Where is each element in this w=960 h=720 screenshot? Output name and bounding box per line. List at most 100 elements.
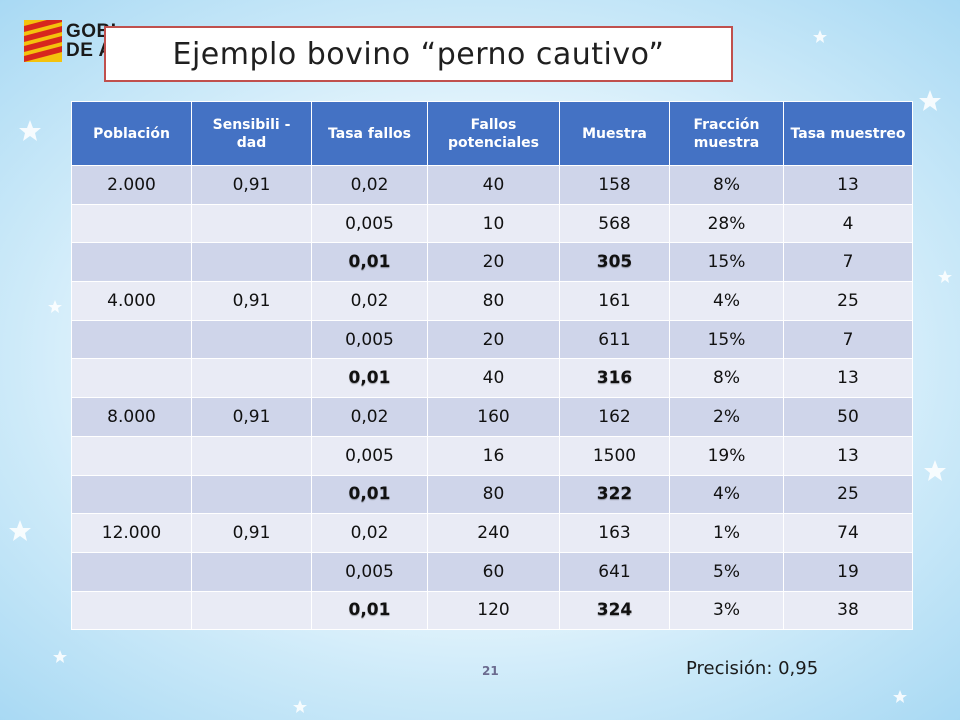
cell-tasa-muestreo: 4 <box>783 203 913 244</box>
cell-muestra: 161 <box>559 281 670 321</box>
cell-tasa-muestreo: 13 <box>783 435 913 476</box>
cell-fraccion: 5% <box>669 551 784 592</box>
cell-fallos: 120 <box>427 590 560 631</box>
cell-muestra: 162 <box>559 397 670 437</box>
table-row: 0,005 16 1500 19% 13 <box>71 435 913 476</box>
cell-tasa-muestreo: 13 <box>783 358 913 399</box>
cell-sensibilidad <box>191 203 312 244</box>
cell-tasa-muestreo: 19 <box>783 551 913 592</box>
table-row: 0,01 40 316 8% 13 <box>71 358 913 399</box>
cell-poblacion <box>71 358 192 399</box>
aragon-flag-icon <box>24 20 62 62</box>
star-icon <box>924 460 946 481</box>
column-header: Tasa fallos <box>311 101 428 166</box>
star-icon <box>893 690 907 703</box>
table-row: 0,005 20 611 15% 7 <box>71 319 913 360</box>
cell-tasa-muestreo: 7 <box>783 319 913 360</box>
table-row: 0,005 60 641 5% 19 <box>71 551 913 592</box>
cell-muestra: 316 <box>559 358 670 399</box>
star-icon <box>19 120 41 141</box>
cell-tasa-fallos: 0,005 <box>311 203 428 244</box>
cell-muestra: 568 <box>559 203 670 244</box>
cell-sensibilidad <box>191 474 312 515</box>
cell-fraccion: 2% <box>669 397 784 437</box>
cell-fallos: 240 <box>427 513 560 553</box>
table-row: 4.000 0,91 0,02 80 161 4% 25 <box>71 281 913 321</box>
cell-muestra: 641 <box>559 551 670 592</box>
star-icon <box>48 300 62 313</box>
title-box: Ejemplo bovino “perno cautivo” <box>104 26 733 82</box>
cell-poblacion: 12.000 <box>71 513 192 553</box>
cell-sensibilidad: 0,91 <box>191 513 312 553</box>
cell-tasa-fallos: 0,01 <box>311 358 428 399</box>
star-icon <box>938 270 952 283</box>
star-icon <box>919 90 941 111</box>
table-row: 0,01 20 305 15% 7 <box>71 242 913 283</box>
column-header: Sensibili - dad <box>191 101 312 166</box>
cell-fallos: 40 <box>427 358 560 399</box>
cell-poblacion <box>71 242 192 283</box>
cell-tasa-muestreo: 50 <box>783 397 913 437</box>
star-icon <box>53 650 67 663</box>
cell-fallos: 160 <box>427 397 560 437</box>
cell-tasa-muestreo: 13 <box>783 165 913 205</box>
government-logo: GOBI DE A <box>24 20 134 66</box>
cell-tasa-fallos: 0,005 <box>311 319 428 360</box>
cell-fallos: 40 <box>427 165 560 205</box>
cell-tasa-fallos: 0,005 <box>311 551 428 592</box>
cell-poblacion <box>71 435 192 476</box>
cell-fallos: 20 <box>427 242 560 283</box>
table-row: 0,01 80 322 4% 25 <box>71 474 913 515</box>
cell-fallos: 80 <box>427 281 560 321</box>
cell-fallos: 10 <box>427 203 560 244</box>
cell-sensibilidad <box>191 242 312 283</box>
cell-fraccion: 1% <box>669 513 784 553</box>
cell-fraccion: 3% <box>669 590 784 631</box>
sampling-table: Población Sensibili - dad Tasa fallos Fallo… <box>71 101 913 631</box>
column-header: Fallos potenciales <box>427 101 560 166</box>
cell-poblacion <box>71 551 192 592</box>
table-row: 0,005 10 568 28% 4 <box>71 203 913 244</box>
cell-sensibilidad: 0,91 <box>191 397 312 437</box>
cell-tasa-fallos: 0,01 <box>311 474 428 515</box>
cell-fraccion: 8% <box>669 358 784 399</box>
cell-fraccion: 15% <box>669 319 784 360</box>
table-row: 12.000 0,91 0,02 240 163 1% 74 <box>71 513 913 553</box>
logo-line-1: GOBI <box>66 21 117 42</box>
cell-fallos: 80 <box>427 474 560 515</box>
cell-fallos: 16 <box>427 435 560 476</box>
cell-fallos: 20 <box>427 319 560 360</box>
cell-tasa-muestreo: 74 <box>783 513 913 553</box>
cell-muestra: 611 <box>559 319 670 360</box>
cell-tasa-fallos: 0,02 <box>311 165 428 205</box>
star-icon <box>813 30 827 43</box>
cell-poblacion: 4.000 <box>71 281 192 321</box>
logo-line-2: DE A <box>66 40 113 61</box>
cell-poblacion <box>71 203 192 244</box>
cell-poblacion <box>71 474 192 515</box>
cell-sensibilidad: 0,91 <box>191 281 312 321</box>
cell-sensibilidad <box>191 319 312 360</box>
cell-fraccion: 28% <box>669 203 784 244</box>
precision-note: Precisión: 0,95 <box>686 658 819 679</box>
cell-fraccion: 15% <box>669 242 784 283</box>
cell-poblacion <box>71 319 192 360</box>
cell-tasa-fallos: 0,02 <box>311 397 428 437</box>
table-row: 8.000 0,91 0,02 160 162 2% 50 <box>71 397 913 437</box>
cell-sensibilidad <box>191 358 312 399</box>
star-icon <box>9 520 31 541</box>
cell-tasa-fallos: 0,005 <box>311 435 428 476</box>
column-header: Población <box>71 101 192 166</box>
cell-poblacion: 2.000 <box>71 165 192 205</box>
table-body: 2.000 0,91 0,02 40 158 8% 13 0,005 10 568 28% 4 0,01… <box>71 165 913 631</box>
column-header: Muestra <box>559 101 670 166</box>
cell-tasa-muestreo: 25 <box>783 281 913 321</box>
cell-tasa-fallos: 0,01 <box>311 242 428 283</box>
cell-sensibilidad <box>191 551 312 592</box>
table-row: 0,01 120 324 3% 38 <box>71 590 913 631</box>
cell-sensibilidad <box>191 590 312 631</box>
cell-fallos: 60 <box>427 551 560 592</box>
cell-muestra: 305 <box>559 242 670 283</box>
cell-tasa-fallos: 0,02 <box>311 513 428 553</box>
logo-text: GOBI DE A <box>66 22 117 60</box>
